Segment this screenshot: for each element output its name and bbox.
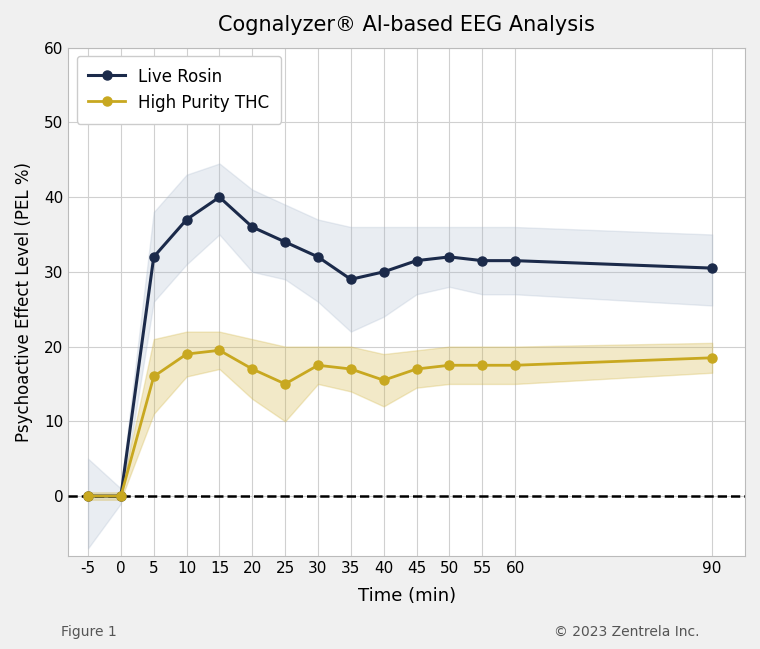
Live Rosin [708,264,717,272]
High Purity THC [215,347,224,354]
Live Rosin [379,268,388,276]
Live Rosin [280,238,290,246]
X-axis label: Time (min): Time (min) [358,587,456,605]
Live Rosin [215,193,224,201]
Live Rosin [511,257,520,265]
Live Rosin [445,253,454,261]
High Purity THC [347,365,356,373]
Y-axis label: Psychoactive Effect Level (PEL %): Psychoactive Effect Level (PEL %) [15,162,33,442]
High Purity THC [280,380,290,388]
High Purity THC [412,365,421,373]
Text: Figure 1: Figure 1 [61,625,116,639]
High Purity THC [116,492,125,500]
Live Rosin [84,492,93,500]
Line: Live Rosin: Live Rosin [84,193,717,500]
High Purity THC [149,373,158,380]
Title: Cognalyzer® AI-based EEG Analysis: Cognalyzer® AI-based EEG Analysis [218,15,595,35]
High Purity THC [84,492,93,500]
Live Rosin [412,257,421,265]
High Purity THC [445,361,454,369]
Live Rosin [116,492,125,500]
Legend: Live Rosin, High Purity THC: Live Rosin, High Purity THC [77,56,281,124]
Live Rosin [478,257,487,265]
High Purity THC [313,361,322,369]
Text: © 2023 Zentrela Inc.: © 2023 Zentrela Inc. [554,625,699,639]
High Purity THC [248,365,257,373]
Live Rosin [347,275,356,283]
High Purity THC [182,350,192,358]
Live Rosin [149,253,158,261]
High Purity THC [511,361,520,369]
Live Rosin [248,223,257,231]
High Purity THC [478,361,487,369]
Live Rosin [313,253,322,261]
Line: High Purity THC: High Purity THC [84,346,717,500]
High Purity THC [379,376,388,384]
High Purity THC [708,354,717,361]
Live Rosin [182,215,192,223]
